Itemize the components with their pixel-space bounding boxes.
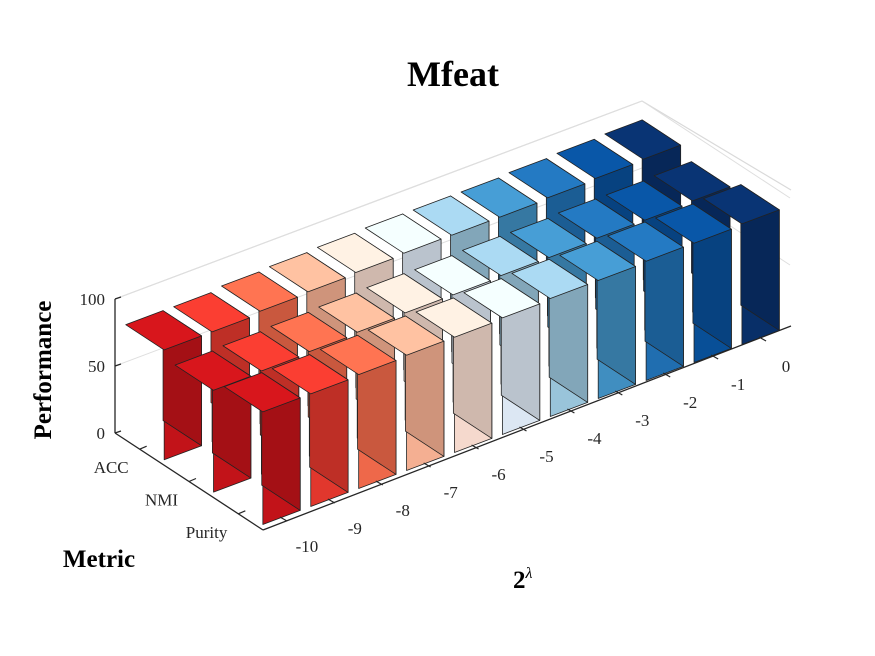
x-axis-label-superscript: λ [525, 565, 533, 582]
y-tick-label: Purity [186, 523, 228, 542]
bars [125, 119, 780, 525]
z-axis-label: Performance [30, 301, 57, 440]
z-tick-label: 50 [88, 357, 105, 376]
z-tick-mark [114, 363, 122, 367]
bar-purity--6 [415, 297, 493, 453]
x-tick-mark [662, 372, 671, 378]
bar-purity--10 [223, 372, 301, 525]
bar-top-face [604, 119, 682, 160]
bar-purity--4 [511, 258, 589, 417]
x-tick-label: -3 [635, 411, 649, 430]
bar-top-face [174, 350, 252, 391]
y-tick-label: NMI [145, 491, 178, 510]
bar-top-face [318, 292, 396, 333]
bar-top-face [412, 195, 490, 236]
bar-top-face [559, 240, 636, 281]
bar-top-face [270, 311, 348, 353]
bar-top-face [222, 331, 300, 372]
bar-top-face [125, 310, 202, 351]
bar-top-face [223, 372, 301, 413]
bar-purity--2 [607, 221, 684, 381]
y-tick-mark [188, 477, 197, 483]
bar-top-face [462, 235, 539, 276]
bar-top-face [655, 203, 732, 244]
x-tick-label: -4 [587, 429, 602, 448]
bar-purity--3 [559, 240, 636, 399]
bar-acc--10 [125, 310, 202, 461]
z-tick-label: 0 [97, 424, 106, 443]
x-axis-label: 2λ [513, 565, 533, 594]
y-tick-mark [139, 445, 147, 450]
y-tick-label: ACC [94, 458, 129, 477]
bar-top-face [414, 255, 491, 296]
x-tick-label: -6 [492, 465, 506, 484]
bar-top-face [415, 297, 493, 338]
bar-purity--8 [319, 334, 397, 489]
x-tick-label: -1 [731, 375, 745, 394]
bar-top-face [556, 138, 634, 179]
x-tick-label: -8 [396, 501, 410, 520]
bar-top-face [463, 278, 541, 319]
z-tick-mark [114, 296, 122, 300]
bar-purity--1 [655, 203, 732, 363]
z-tick-label: 100 [80, 290, 106, 309]
bar-top-face [508, 158, 586, 199]
x-tick-mark [471, 444, 479, 450]
x-tick-mark [710, 354, 719, 360]
x-axis-label-base: 2 [513, 567, 526, 594]
back-wall-edge-right [641, 100, 792, 191]
bar-purity--7 [367, 315, 445, 471]
bar-top-face [653, 161, 731, 202]
x-tick-mark [615, 390, 623, 396]
x-tick-label: -7 [444, 483, 459, 502]
bar-purity--5 [463, 278, 541, 435]
bar-top-face [367, 315, 445, 356]
bar-top-face [509, 217, 587, 258]
bar-purity--9 [271, 354, 349, 507]
bar-top-face [703, 184, 780, 225]
bar-top-face [173, 292, 250, 333]
x-tick-mark [519, 426, 527, 432]
grid-line-back [114, 100, 643, 300]
y-tick-mark [238, 510, 246, 515]
bar-top-face [319, 334, 397, 375]
x-tick-mark [327, 498, 336, 504]
x-axis-line [262, 325, 792, 531]
chart-title: Mfeat [407, 54, 499, 94]
x-tick-label: -10 [296, 537, 319, 556]
x-tick-label: -9 [348, 519, 362, 538]
x-tick-label: -5 [539, 447, 553, 466]
bar-top-face [221, 271, 298, 312]
bar-top-face [460, 177, 538, 218]
x-tick-mark [758, 336, 767, 342]
bar-top-face [605, 180, 683, 221]
tick-marks [114, 296, 767, 522]
bar-top-face [364, 213, 442, 254]
bar-top-face [366, 273, 443, 314]
grid-line-side [641, 100, 791, 199]
x-tick-mark [279, 516, 288, 522]
x-tick-mark [375, 480, 384, 486]
bar-top-face [607, 221, 684, 262]
bar-top-face [269, 252, 346, 293]
bar-top-face [271, 354, 349, 395]
z-tick-mark [114, 430, 122, 434]
x-tick-label: 0 [782, 357, 791, 376]
x-tick-mark [423, 462, 431, 468]
x-tick-mark [567, 408, 575, 414]
bar-top-face [557, 198, 635, 239]
x-tick-label: -2 [683, 393, 697, 412]
bar-top-face [316, 232, 394, 273]
y-axis-label: Metric [63, 546, 135, 573]
bar-top-face [511, 258, 589, 299]
bar-purity-0 [703, 184, 780, 345]
